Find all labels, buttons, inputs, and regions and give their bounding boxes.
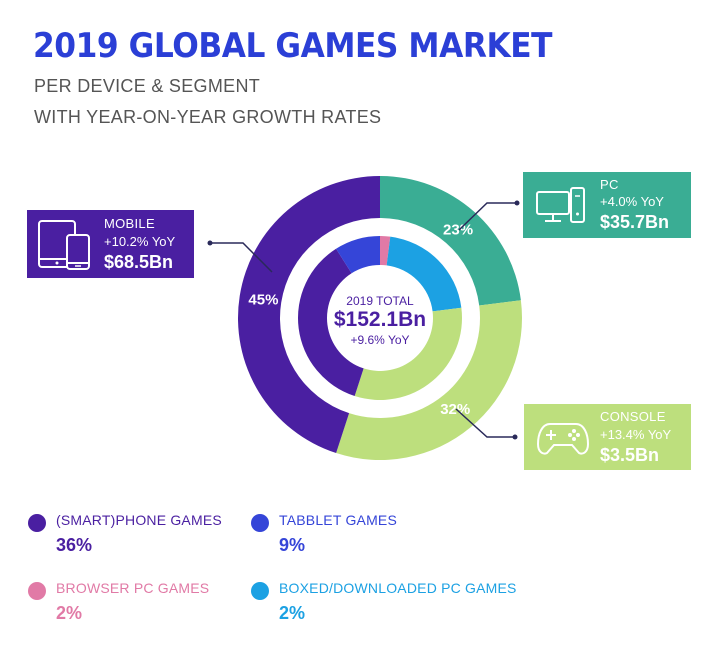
pc-leader-dot <box>514 200 520 206</box>
legend-label-tablet: TABBLET GAMES <box>279 512 398 528</box>
legend-value-browser-pc: 2% <box>56 603 83 623</box>
legend-value-tablet: 9% <box>279 535 306 555</box>
pc-value: $35.7Bn <box>600 212 670 232</box>
total-label: 2019 TOTAL <box>346 294 414 308</box>
mobile-leader-line <box>210 242 273 273</box>
legend-label-browser-pc: BROWSER PC GAMES <box>56 580 210 596</box>
console-label: CONSOLE <box>600 409 666 424</box>
segment-slice-console <box>354 307 462 400</box>
device-slice-mobile <box>238 176 380 454</box>
legend-value-phone: 36% <box>56 535 93 555</box>
mobile-callout: MOBILE +10.2% YoY $68.5Bn <box>27 210 194 278</box>
desktop-pc-icon <box>536 187 585 223</box>
legend-swatch-boxed-pc <box>251 582 269 600</box>
chart-subtitle-2: WITH YEAR-ON-YEAR GROWTH RATES <box>34 107 382 127</box>
leader-lines <box>207 200 520 440</box>
legend-swatch-tablet <box>251 514 269 532</box>
device-slice-pc <box>380 176 521 306</box>
pc-leader-line <box>458 202 517 231</box>
mobile-value: $68.5Bn <box>104 252 174 272</box>
slice-label-pc: 23% <box>443 221 473 238</box>
gamepad-icon <box>536 423 590 455</box>
inner-ring <box>298 236 462 400</box>
segment-slice-smart-phone-games <box>298 248 364 396</box>
total-growth: +9.6% YoY <box>350 333 410 347</box>
segment-slice-browser-pc-games <box>380 236 391 266</box>
legend-swatch-phone <box>28 514 46 532</box>
phone-tablet-icon <box>38 220 90 270</box>
slice-label-console: 32% <box>440 401 470 418</box>
legend-swatch-browser-pc <box>28 582 46 600</box>
console-leader-line <box>455 408 515 438</box>
chart-subtitle-1: PER DEVICE & SEGMENT <box>34 76 261 96</box>
slice-label-mobile: 45% <box>248 292 278 309</box>
console-growth: +13.4% YoY <box>600 427 672 442</box>
mobile-leader-dot <box>207 240 213 246</box>
outer-ring <box>238 176 523 461</box>
segment-slice-tabblet-games <box>336 236 380 274</box>
chart-title: 2019 GLOBAL GAMES MARKET <box>33 26 553 66</box>
console-leader-dot <box>512 434 518 440</box>
pc-label: PC <box>600 177 619 192</box>
pc-growth: +4.0% YoY <box>600 194 664 209</box>
mobile-label: MOBILE <box>104 216 155 231</box>
total-value: $152.1Bn <box>333 308 427 331</box>
console-callout: CONSOLE +13.4% YoY $3.5Bn <box>524 404 691 470</box>
legend-label-boxed-pc: BOXED/DOWNLOADED PC GAMES <box>279 580 517 596</box>
mobile-growth: +10.2% YoY <box>104 234 176 249</box>
console-value: $3.5Bn <box>600 445 660 465</box>
segment-slice-boxed-downloaded-pc-games <box>386 236 462 312</box>
legend-value-boxed-pc: 2% <box>279 603 306 623</box>
pc-callout: PC +4.0% YoY $35.7Bn <box>523 172 691 238</box>
percent-labels: 23% 32% 45% <box>248 221 473 417</box>
legend-label-phone: (SMART)PHONE GAMES <box>56 512 222 528</box>
device-slice-console <box>336 300 523 461</box>
